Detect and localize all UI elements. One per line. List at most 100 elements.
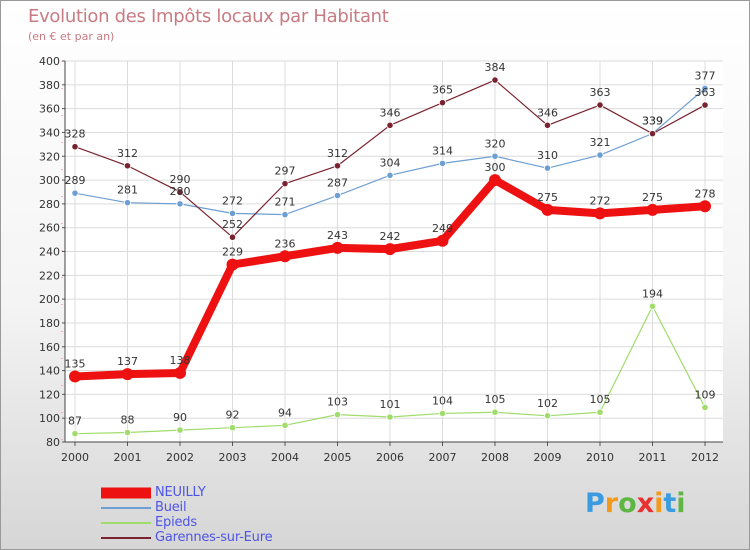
data-label-garennes: 290 [170, 173, 191, 186]
data-point-garennes [596, 101, 604, 109]
y-tick-label: 180 [39, 317, 60, 330]
y-tick-label: 300 [39, 174, 60, 187]
data-point-garennes [701, 101, 709, 109]
data-point-neuilly [699, 200, 711, 213]
data-point-neuilly [646, 203, 659, 216]
data-label-bueil: 271 [275, 196, 296, 209]
data-label-neuilly: 135 [65, 358, 86, 371]
legend-swatch [101, 536, 151, 539]
x-tick-label: 2005 [324, 451, 352, 464]
data-point-bueil [596, 151, 604, 159]
data-point-epieds [386, 413, 394, 421]
data-label-garennes: 297 [275, 165, 296, 178]
logo-letter: P [585, 488, 605, 519]
proxiti-logo: Proxiti [585, 488, 686, 519]
data-point-garennes [438, 99, 447, 107]
logo-letter: i [676, 488, 686, 519]
legend-label: Epieds [155, 515, 197, 530]
data-label-epieds: 102 [537, 397, 558, 410]
data-label-bueil: 320 [485, 137, 506, 150]
data-point-garennes [123, 162, 132, 170]
data-point-neuilly [226, 258, 239, 271]
data-point-garennes [281, 180, 289, 188]
data-point-bueil [438, 159, 447, 167]
data-point-bueil [491, 152, 499, 160]
data-point-garennes [543, 121, 552, 129]
data-label-neuilly: 236 [275, 237, 296, 250]
data-label-neuilly: 275 [642, 191, 663, 204]
data-point-neuilly [331, 241, 344, 254]
y-tick-label: 260 [39, 222, 60, 235]
legend-swatch [101, 506, 151, 509]
x-tick-label: 2001 [114, 451, 142, 464]
data-label-neuilly: 138 [170, 354, 191, 367]
x-tick-label: 2012 [691, 451, 719, 464]
data-label-garennes: 346 [380, 106, 401, 119]
x-tick-label: 2006 [376, 451, 404, 464]
logo-letter: o [618, 488, 637, 519]
data-label-epieds: 101 [380, 398, 401, 411]
y-tick-label: 120 [39, 388, 60, 401]
data-label-bueil: 304 [380, 156, 401, 169]
data-label-epieds: 92 [226, 409, 240, 422]
data-label-epieds: 90 [173, 411, 187, 424]
data-label-neuilly: 272 [590, 194, 611, 207]
data-label-epieds: 87 [68, 415, 82, 428]
x-tick-label: 2000 [61, 451, 89, 464]
data-point-epieds [281, 421, 289, 429]
y-tick-label: 200 [39, 293, 60, 306]
data-point-epieds [438, 409, 447, 418]
data-label-epieds: 103 [327, 396, 348, 409]
data-point-epieds [333, 411, 342, 419]
x-tick-label: 2008 [481, 451, 509, 464]
logo-letter: r [604, 488, 619, 519]
y-tick-label: 280 [39, 198, 60, 211]
data-label-bueil: 314 [432, 144, 453, 157]
data-point-bueil [543, 164, 552, 172]
x-tick-label: 2004 [271, 451, 299, 464]
data-point-neuilly [69, 370, 81, 383]
data-point-neuilly [436, 234, 449, 247]
data-label-neuilly: 137 [117, 355, 138, 368]
data-point-bueil [701, 84, 709, 92]
data-label-garennes: 339 [642, 115, 663, 128]
y-tick-label: 100 [39, 412, 60, 425]
data-label-neuilly: 249 [432, 222, 453, 235]
legend-label: NEUILLY [155, 485, 206, 500]
data-point-epieds [491, 408, 499, 416]
data-label-bueil: 289 [65, 174, 86, 187]
data-point-garennes [386, 121, 394, 129]
y-tick-label: 400 [39, 55, 60, 68]
data-label-neuilly: 243 [327, 229, 348, 242]
data-label-epieds: 105 [590, 393, 611, 406]
data-label-epieds: 194 [642, 287, 663, 300]
legend-swatch [101, 487, 151, 498]
data-point-garennes [333, 162, 342, 170]
data-label-bueil: 272 [222, 194, 243, 207]
legend-label: Bueil [155, 500, 187, 515]
chart-title: Evolution des Impôts locaux par Habitant [28, 6, 389, 27]
x-tick-label: 2011 [639, 451, 667, 464]
data-label-bueil: 287 [327, 177, 348, 190]
data-point-garennes [491, 76, 499, 84]
y-tick-label: 360 [39, 103, 60, 116]
data-point-garennes [71, 143, 79, 151]
legend-swatch [101, 521, 151, 524]
logo-letter: x [636, 488, 655, 519]
data-label-neuilly: 278 [695, 187, 716, 200]
data-label-bueil: 321 [590, 136, 611, 149]
data-point-bueil [281, 210, 289, 219]
data-point-bueil [333, 191, 342, 200]
chart-subtitle: (en € et par an) [28, 30, 115, 43]
data-label-bueil: 281 [117, 184, 138, 197]
data-point-neuilly [121, 368, 134, 381]
data-label-bueil: 280 [170, 185, 191, 198]
data-point-bueil [123, 199, 132, 207]
y-tick-label: 340 [39, 126, 60, 139]
data-label-garennes: 252 [222, 218, 243, 231]
data-label-bueil: 310 [537, 149, 558, 162]
y-tick-label: 80 [46, 436, 60, 449]
data-point-garennes [228, 233, 237, 241]
data-point-neuilly [541, 203, 554, 216]
